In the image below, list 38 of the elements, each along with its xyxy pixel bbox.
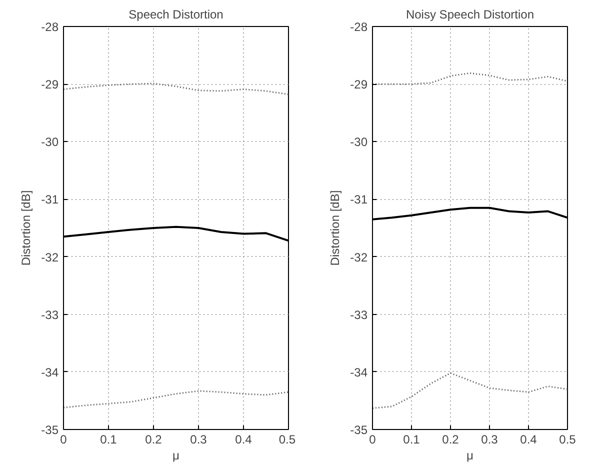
- y-tick-label: -35: [350, 423, 368, 437]
- line-series: [64, 82, 288, 96]
- line-series: [372, 72, 568, 85]
- y-tick-label: -30: [41, 135, 59, 150]
- y-tick-label: -29: [41, 78, 59, 92]
- y-tick-label: -32: [41, 250, 59, 264]
- chart-title: Noisy Speech Distortion: [406, 8, 534, 22]
- y-axis-title: Distortion [dB]: [19, 190, 34, 266]
- x-tick-label: 0.4: [520, 432, 538, 446]
- y-tick-label: -33: [41, 308, 59, 322]
- x-tick-label: 0: [369, 432, 376, 446]
- y-tick-label: -31: [41, 192, 59, 207]
- x-tick-label: 0.2: [145, 432, 162, 446]
- y-tick-label: -31: [350, 192, 368, 207]
- line-series: [372, 372, 568, 409]
- x-tick-label: 0.3: [190, 432, 208, 446]
- y-tick-label: -29: [350, 78, 368, 92]
- y-tick-label: -28: [41, 20, 59, 34]
- y-tick-label: -30: [350, 135, 368, 150]
- x-tick-label: 0: [60, 432, 68, 446]
- x-tick-label: 0.2: [442, 432, 460, 446]
- y-tick-label: -34: [41, 365, 59, 380]
- x-tick-label: 0.1: [403, 432, 420, 446]
- y-tick-label: -32: [350, 250, 368, 264]
- y-tick-label: -35: [41, 423, 59, 437]
- chart-title: Speech Distortion: [128, 8, 224, 22]
- y-axis-title: Distortion [dB]: [328, 190, 342, 266]
- y-tick-label: -33: [350, 308, 368, 322]
- y-tick-label: -28: [350, 20, 368, 34]
- x-tick-label: 0.4: [235, 432, 252, 446]
- x-tick-label: 0.1: [100, 432, 118, 446]
- x-tick-label: 0.5: [278, 432, 296, 446]
- x-tick-label: 0.3: [481, 432, 498, 446]
- x-tick-label: 0.5: [559, 432, 576, 446]
- line-series: [64, 390, 288, 408]
- y-tick-label: -34: [350, 365, 368, 380]
- x-axis-title: μ: [172, 448, 180, 462]
- x-axis-title: μ: [466, 448, 474, 462]
